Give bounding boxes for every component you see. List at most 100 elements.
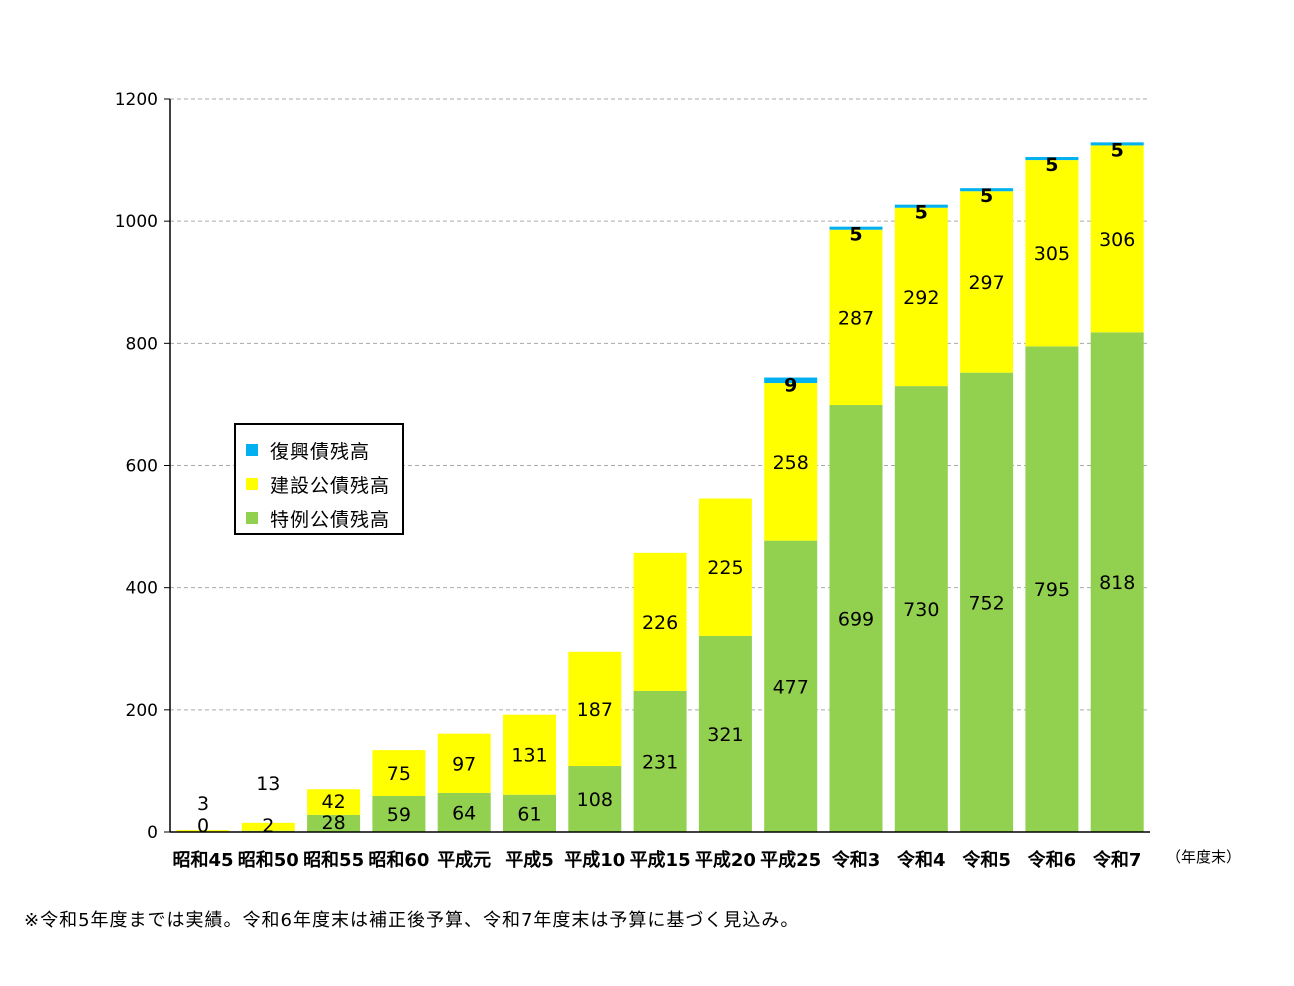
- value-label-特例公債残高-令和5: 752: [968, 592, 1004, 614]
- x-tick-label-5: 平成5: [505, 849, 554, 871]
- value-label-建設公債残高-令和7: 306: [1099, 229, 1135, 251]
- legend-item-kensetsu: 建設公債残高: [246, 467, 402, 501]
- value-label-特例公債残高-昭和50: 2: [262, 815, 274, 837]
- bar-建設公債残高-平成25: [764, 383, 818, 541]
- value-label-特例公債残高-昭和45: 0: [197, 815, 209, 837]
- bar-建設公債残高-昭和45: [176, 830, 230, 832]
- x-tick-label-9: 平成25: [760, 849, 821, 871]
- bar-建設公債残高-平成15: [633, 552, 687, 691]
- y-tick-label-5: 1000: [115, 212, 158, 232]
- bar-建設公債残高-平成5: [503, 714, 556, 795]
- x-tick-label-10: 令和3: [831, 849, 881, 871]
- value-label-建設公債残高-平成20: 225: [707, 557, 743, 579]
- legend: 復興債残高 建設公債残高 特例公債残高: [234, 423, 404, 535]
- bar-特例公債残高-平成15: [633, 690, 687, 832]
- bar-特例公債残高-令和6: [1025, 346, 1079, 832]
- value-label-復興債残高-令和6: 5: [1045, 154, 1058, 176]
- value-label-特例公債残高-令和7: 818: [1099, 572, 1135, 594]
- x-tick-label-14: 令和7: [1092, 849, 1142, 871]
- y-tick-label-1: 200: [126, 701, 158, 721]
- value-label-建設公債残高-平成元: 97: [452, 753, 476, 775]
- value-label-建設公債残高-昭和55: 42: [322, 791, 346, 813]
- value-label-特例公債残高-平成元: 64: [452, 802, 476, 824]
- value-label-特例公債残高-平成20: 321: [707, 724, 743, 746]
- bar-特例公債残高-昭和55: [307, 814, 361, 832]
- legend-swatch-tokurei: [246, 512, 258, 524]
- legend-item-fukko: 復興債残高: [246, 433, 402, 467]
- bar-建設公債残高-令和3: [829, 229, 883, 406]
- bar-復興債残高-平成25: [764, 377, 818, 384]
- value-label-建設公債残高-昭和45: 3: [197, 793, 209, 815]
- value-label-建設公債残高-平成5: 131: [511, 745, 547, 767]
- value-label-建設公債残高-令和3: 287: [838, 307, 874, 329]
- value-label-復興債残高-令和3: 5: [849, 224, 862, 246]
- bar-復興債残高-令和3: [829, 226, 883, 230]
- x-tick-label-2: 昭和55: [303, 850, 364, 871]
- bar-復興債残高-令和7: [1090, 142, 1144, 146]
- footnote: ※令和5年度までは実績。令和6年度末は補正後予算、令和7年度末は予算に基づく見込…: [24, 910, 800, 931]
- value-label-復興債残高-令和7: 5: [1111, 139, 1124, 161]
- x-axis-tick-labels: 昭和45 昭和50 昭和55 昭和60 平成元 平成5 平成10 平成15 平成20 平成25 令和…: [172, 849, 1141, 871]
- bar-復興債残高-令和4: [894, 204, 948, 208]
- bar-特例公債残高-令和3: [829, 405, 883, 832]
- bar-特例公債残高-平成25: [764, 540, 818, 832]
- value-label-特例公債残高-昭和55: 28: [322, 812, 346, 834]
- value-label-復興債残高-令和5: 5: [980, 185, 993, 207]
- value-label-復興債残高-平成25: 9: [784, 375, 797, 397]
- bar-特例公債残高-平成元: [437, 792, 491, 832]
- value-label-建設公債残高-昭和60: 75: [387, 763, 411, 785]
- y-tick-label-4: 800: [126, 334, 158, 354]
- legend-label-fukko: 復興債残高: [270, 440, 371, 463]
- bar-復興債残高-令和6: [1025, 157, 1079, 161]
- bar-特例公債残高-平成20: [698, 635, 752, 832]
- bar-特例公債残高-令和4: [894, 386, 948, 832]
- x-tick-label-11: 令和4: [896, 849, 946, 871]
- bar-建設公債残高-昭和60: [372, 750, 426, 796]
- value-label-特例公債残高-令和6: 795: [1034, 579, 1070, 601]
- x-tick-label-4: 平成元: [437, 849, 491, 871]
- value-label-建設公債残高-平成10: 187: [577, 699, 613, 721]
- y-axis-tick-labels: 0 200 400 600 800 1000 1200: [115, 90, 158, 843]
- x-tick-label-0: 昭和45: [172, 850, 233, 871]
- x-tick-label-12: 令和5: [961, 849, 1011, 871]
- value-label-特例公債残高-平成15: 231: [642, 751, 678, 773]
- bar-建設公債残高-令和4: [894, 207, 948, 387]
- value-label-建設公債残高-昭和50: 13: [256, 773, 280, 795]
- bar-建設公債残高-令和6: [1025, 160, 1079, 347]
- bar-建設公債残高-平成元: [437, 733, 491, 793]
- axes: [169, 99, 1150, 833]
- x-tick-label-7: 平成15: [630, 849, 691, 871]
- value-label-特例公債残高-平成25: 477: [773, 676, 809, 698]
- x-tick-label-1: 昭和50: [238, 850, 299, 871]
- bar-建設公債残高-平成20: [698, 498, 752, 636]
- value-label-建設公債残高-平成15: 226: [642, 612, 678, 634]
- legend-label-tokurei: 特例公債残高: [270, 508, 391, 531]
- bar-特例公債残高-令和5: [960, 372, 1014, 832]
- value-label-復興債残高-令和4: 5: [915, 202, 928, 224]
- value-label-特例公債残高-平成10: 108: [577, 789, 613, 811]
- x-tick-label-3: 昭和60: [368, 850, 429, 871]
- bar-建設公債残高-令和5: [960, 191, 1014, 373]
- x-axis-unit-label: （年度末）: [1166, 848, 1242, 866]
- value-label-建設公債残高-平成25: 258: [773, 452, 809, 474]
- value-label-建設公債残高-令和5: 297: [968, 272, 1004, 294]
- value-label-特例公債残高-令和3: 699: [838, 609, 874, 631]
- bar-建設公債残高-平成10: [568, 651, 622, 767]
- y-tick-label-3: 600: [126, 457, 158, 477]
- x-tick-label-8: 平成20: [695, 849, 756, 871]
- value-label-特例公債残高-平成5: 61: [517, 803, 541, 825]
- legend-item-tokurei: 特例公債残高: [246, 501, 402, 535]
- bar-特例公債残高-令和7: [1090, 332, 1144, 832]
- bar-復興債残高-令和5: [960, 188, 1014, 192]
- bar-特例公債残高-平成5: [503, 794, 556, 832]
- legend-label-kensetsu: 建設公債残高: [270, 474, 391, 497]
- bar-特例公債残高-平成10: [568, 766, 622, 832]
- value-label-特例公債残高-昭和60: 59: [387, 804, 411, 826]
- y-tick-label-6: 1200: [115, 90, 158, 110]
- legend-swatch-fukko: [246, 444, 258, 456]
- bars: [176, 142, 1144, 832]
- y-tick-label-2: 400: [126, 579, 158, 599]
- value-label-建設公債残高-令和4: 292: [903, 287, 939, 309]
- value-labels: 0321328425975649761131108187231226321225…: [197, 139, 1135, 837]
